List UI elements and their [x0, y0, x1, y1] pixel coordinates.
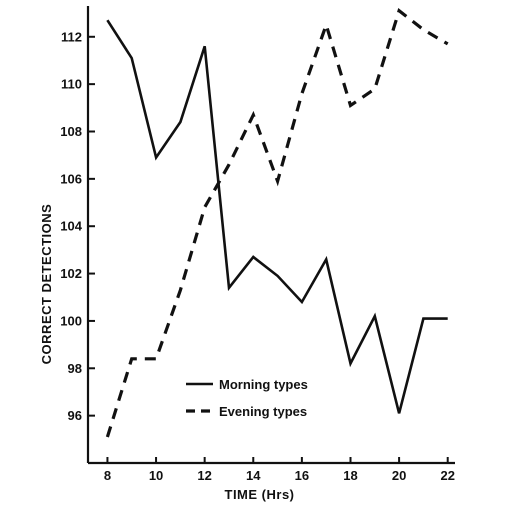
- x-tick-label: 22: [440, 468, 454, 483]
- legend-label-evening-types: Evening types: [219, 404, 307, 419]
- x-tick-label: 18: [343, 468, 357, 483]
- y-tick-label: 108: [60, 124, 82, 139]
- y-tick-label: 112: [61, 29, 82, 44]
- x-tick-label: 20: [392, 468, 406, 483]
- x-axis-ticks: 8 10 12 14 16 18 20 22: [104, 457, 455, 483]
- x-tick-label: 16: [295, 468, 309, 483]
- series-line-morning-types: [106, 19, 448, 414]
- series-line-evening-types: [105, 8, 449, 438]
- x-axis-title: TIME (Hrs): [225, 487, 295, 502]
- y-axis-ticks: 96 98 100 102 104 106 108 110 112: [60, 29, 95, 423]
- x-tick-label: 8: [104, 468, 111, 483]
- y-axis-title: CORRECT DETECTIONS: [39, 204, 54, 365]
- y-tick-label: 110: [61, 77, 82, 92]
- series-lines: [105, 8, 449, 438]
- x-tick-label: 10: [149, 468, 163, 483]
- y-tick-label: 96: [68, 408, 82, 423]
- x-tick-label: 12: [197, 468, 211, 483]
- y-tick-label: 104: [60, 219, 82, 234]
- y-tick-label: 106: [60, 171, 82, 186]
- x-tick-label: 14: [246, 468, 261, 483]
- legend-label-morning-types: Morning types: [219, 377, 308, 392]
- y-tick-label: 98: [68, 361, 82, 376]
- axes: [86, 6, 455, 465]
- y-tick-label: 100: [60, 313, 82, 328]
- legend: Morning types Evening types: [186, 377, 308, 419]
- y-tick-label: 102: [60, 266, 82, 281]
